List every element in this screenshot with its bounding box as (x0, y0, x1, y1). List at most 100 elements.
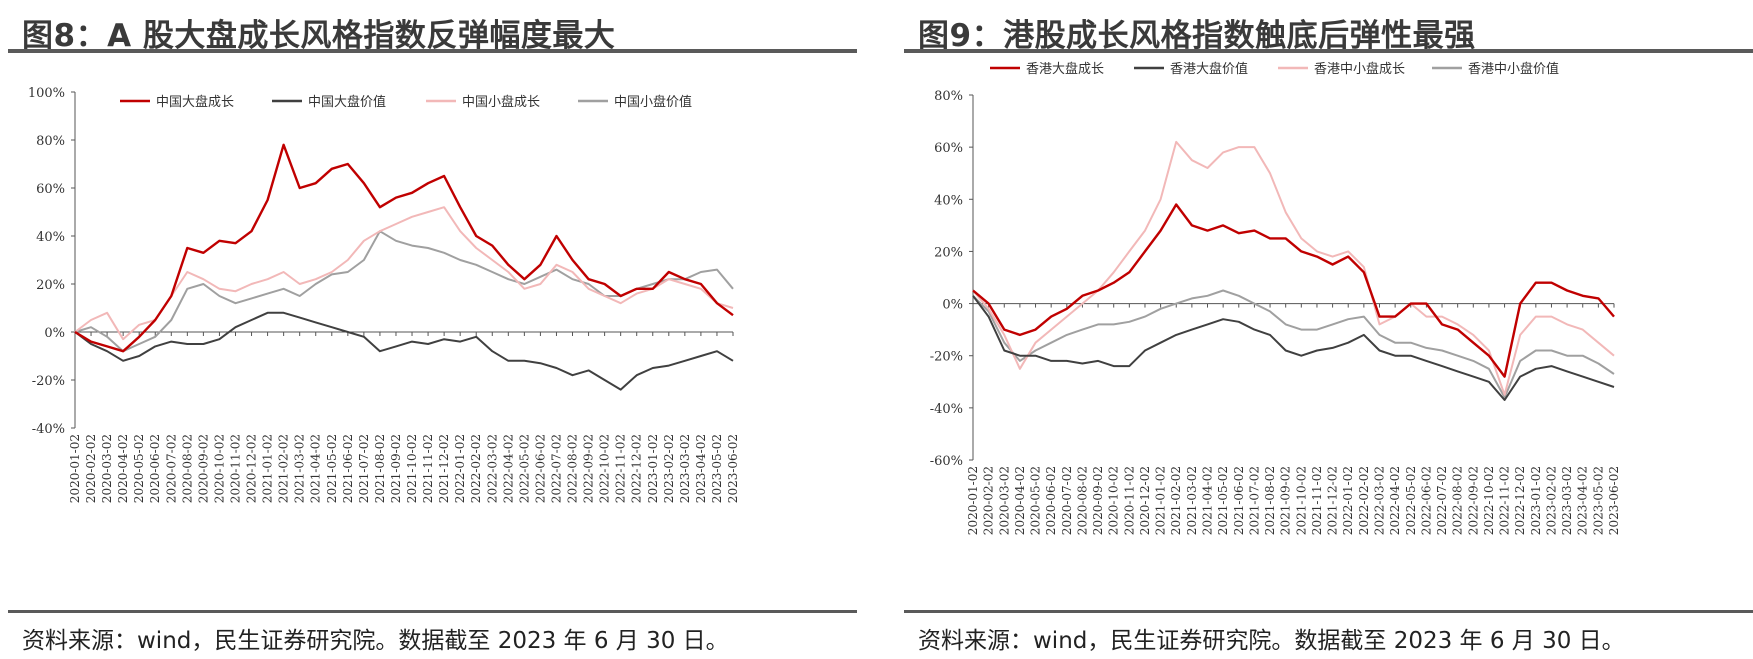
x-tick-label: 2021-07-02 (357, 434, 371, 503)
series-line (972, 289, 1615, 399)
source-rule (8, 610, 857, 613)
y-tick-label: -20% (930, 350, 963, 365)
x-tick-label: 2020-12-02 (1138, 466, 1152, 535)
x-tick-label: 2020-07-02 (164, 434, 178, 503)
x-tick-label: 2021-05-02 (1216, 466, 1230, 535)
source-note: 资料来源：wind，民生证券研究院。数据截至 2023 年 6 月 30 日。 (22, 628, 729, 654)
x-tick-label: 2021-02-02 (1169, 466, 1183, 535)
y-tick-label: 40% (934, 193, 963, 208)
x-tick-label: 2020-10-02 (1107, 466, 1121, 535)
x-tick-label: 2021-08-02 (1263, 466, 1277, 535)
x-tick-label: 2022-04-02 (501, 434, 515, 503)
legend-label: 中国小盘成长 (462, 94, 540, 110)
x-tick-label: 2021-04-02 (309, 434, 323, 503)
x-tick-label: 2020-08-02 (1075, 466, 1089, 535)
x-tick-label: 2021-11-02 (421, 434, 435, 503)
x-tick-label: 2021-02-02 (277, 434, 291, 503)
x-tick-label: 2021-09-02 (389, 434, 403, 503)
x-tick-label: 2022-08-02 (1451, 466, 1465, 535)
title-rule (904, 49, 1753, 53)
x-tick-label: 2022-09-02 (1466, 466, 1480, 535)
x-tick-label: 2021-12-02 (437, 434, 451, 503)
x-tick-label: 2022-12-02 (630, 434, 644, 503)
y-tick-label: -40% (930, 402, 963, 417)
x-tick-label: 2023-05-02 (1591, 466, 1605, 535)
x-tick-label: 2022-03-02 (1372, 466, 1386, 535)
x-tick-label: 2021-01-02 (1154, 466, 1168, 535)
series-line (972, 140, 1615, 396)
x-tick-label: 2023-04-02 (1576, 466, 1590, 535)
x-tick-label: 2023-06-02 (1607, 466, 1621, 535)
source-rule (904, 610, 1753, 613)
figure-title: 图8：A 股大盘成长风格指数反弹幅度最大 (22, 18, 616, 54)
chart-hk-share: -60%-40%-20%0%20%40%60%80%2020-01-02 2020… (930, 61, 1621, 535)
x-tick-label: 2021-06-02 (1232, 466, 1246, 535)
x-tick-label: 2020-03-02 (997, 466, 1011, 535)
x-tick-label: 2020-10-02 (212, 434, 226, 503)
figure-right: 图9：港股成长风格指数触底后弹性最强 -60% -40% -20% 0% 20% 40% 6… (896, 0, 1753, 659)
x-tick-label: 2022-09-02 (582, 434, 596, 503)
chart-a-share: -40%-20%0%20%40%60%80%100%2020-01-02 2020… (28, 86, 740, 503)
x-tick-label: 2022-11-02 (614, 434, 628, 503)
legend-label: 香港中小盘成长 (1314, 61, 1405, 77)
figure-title: 图9：港股成长风格指数触底后弹性最强 (918, 18, 1476, 54)
x-tick-label: 2020-09-02 (196, 434, 210, 503)
series-line (972, 203, 1615, 378)
x-tick-label: 2021-01-02 (261, 434, 275, 503)
x-tick-label: 2020-11-02 (1122, 466, 1136, 535)
series-line (74, 143, 734, 353)
y-tick-label: 20% (934, 245, 963, 260)
x-tick-label: 2023-02-02 (662, 434, 676, 503)
x-tick-label: 2022-11-02 (1498, 466, 1512, 535)
legend-label: 香港中小盘价值 (1468, 61, 1559, 77)
x-tick-label: 2021-11-02 (1310, 466, 1324, 535)
x-tick-label: 2020-03-02 (100, 434, 114, 503)
y-tick-label: 0% (44, 326, 65, 341)
x-tick-label: 2022-06-02 (1419, 466, 1433, 535)
x-tick-label: 2022-02-02 (1357, 466, 1371, 535)
x-tick-label: 2023-05-02 (710, 434, 724, 503)
title-rule (8, 49, 857, 53)
x-tick-label: 2022-08-02 (566, 434, 580, 503)
legend-label: 香港大盘成长 (1026, 61, 1104, 77)
legend-label: 中国大盘价值 (308, 94, 386, 110)
x-tick-label: 2022-03-02 (485, 434, 499, 503)
x-tick-label: 2023-04-02 (694, 434, 708, 503)
y-tick-label: -60% (930, 454, 963, 469)
y-tick-label: -20% (32, 374, 65, 389)
x-tick-label: 2022-12-02 (1513, 466, 1527, 535)
x-tick-label: 2022-07-02 (549, 434, 563, 503)
x-tick-label: 2022-07-02 (1435, 466, 1449, 535)
x-tick-label: 2020-06-02 (1044, 466, 1058, 535)
x-tick-label: 2022-01-02 (453, 434, 467, 503)
x-tick-label: 2023-03-02 (1560, 466, 1574, 535)
x-tick-label: 2021-03-02 (293, 434, 307, 503)
y-tick-label: 60% (934, 141, 963, 156)
legend-label: 中国大盘成长 (156, 94, 234, 110)
x-tick-label: 2020-05-02 (1029, 466, 1043, 535)
series-line (74, 311, 734, 391)
x-tick-label: 2021-03-02 (1185, 466, 1199, 535)
x-tick-label: 2021-07-02 (1247, 466, 1261, 535)
y-tick-label: 40% (36, 230, 65, 245)
x-tick-label: 2020-02-02 (982, 466, 996, 535)
x-tick-label: 2022-10-02 (1482, 466, 1496, 535)
x-tick-label: 2020-12-02 (245, 434, 259, 503)
y-tick-label: 20% (36, 278, 65, 293)
x-tick-label: 2023-01-02 (646, 434, 660, 503)
x-tick-label: 2022-06-02 (533, 434, 547, 503)
y-tick-label: 60% (36, 182, 65, 197)
y-tick-label: 80% (36, 134, 65, 149)
series-line (74, 206, 734, 341)
y-tick-label: -40% (32, 422, 65, 437)
x-tick-label: 2020-07-02 (1060, 466, 1074, 535)
source-note: 资料来源：wind，民生证券研究院。数据截至 2023 年 6 月 30 日。 (918, 628, 1625, 654)
y-tick-label: 0% (942, 298, 963, 313)
x-tick-label: 2023-01-02 (1529, 466, 1543, 535)
x-tick-label: 2022-04-02 (1388, 466, 1402, 535)
x-tick-label: 2021-10-02 (1294, 466, 1308, 535)
legend-label: 香港大盘价值 (1170, 61, 1248, 77)
x-tick-label: 2022-05-02 (517, 434, 531, 503)
x-tick-label: 2020-02-02 (84, 434, 98, 503)
x-tick-label: 2021-12-02 (1326, 466, 1340, 535)
